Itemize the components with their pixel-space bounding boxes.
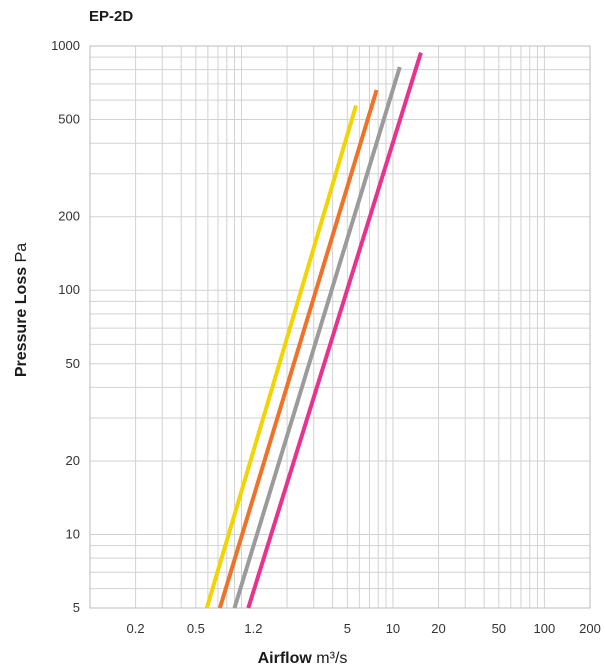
plot-frame (89, 45, 591, 609)
chart-title: EP-2D (89, 8, 134, 25)
x-axis-label-name: Airflow (257, 650, 312, 667)
x-tick-label: 0.2 (127, 621, 145, 636)
y-tick-label: 50 (66, 356, 80, 371)
minor-gridlines (89, 45, 591, 609)
x-axis-label: Airflow m³/s (0, 650, 605, 668)
x-tick-label: 20 (431, 621, 445, 636)
x-tick-labels: 0.2 0.5 1.2 5 10 20 50 100 200 (127, 621, 601, 636)
series-line-1 (204, 105, 358, 609)
y-tick-label: 500 (58, 112, 80, 127)
y-tick-label: 100 (58, 282, 80, 297)
y-axis-label-unit: Pa (13, 242, 30, 263)
y-tick-label: 200 (58, 209, 80, 224)
y-tick-labels: 5 10 20 50 100 200 500 1000 (51, 38, 80, 615)
y-tick-label: 10 (66, 526, 80, 541)
x-tick-label: 5 (344, 621, 351, 636)
y-axis-label-name: Pressure Loss (13, 266, 30, 378)
y-tick-label: 20 (66, 453, 80, 468)
x-tick-label: 50 (492, 621, 506, 636)
x-tick-label: 1.2 (244, 621, 262, 636)
x-tick-label: 200 (579, 621, 601, 636)
y-tick-label: 5 (73, 600, 80, 615)
x-axis-label-unit: m³/s (316, 650, 348, 667)
x-tick-label: 100 (534, 621, 556, 636)
x-tick-label: 0.5 (187, 621, 205, 636)
y-axis-label: Pressure Loss Pa (13, 243, 31, 377)
series-line-4 (246, 52, 423, 609)
x-tick-label: 10 (386, 621, 400, 636)
series-line-2 (217, 89, 379, 609)
y-tick-label: 1000 (51, 38, 80, 53)
series-line-3 (232, 66, 402, 609)
major-gridlines (89, 45, 591, 609)
series-lines (204, 52, 423, 609)
